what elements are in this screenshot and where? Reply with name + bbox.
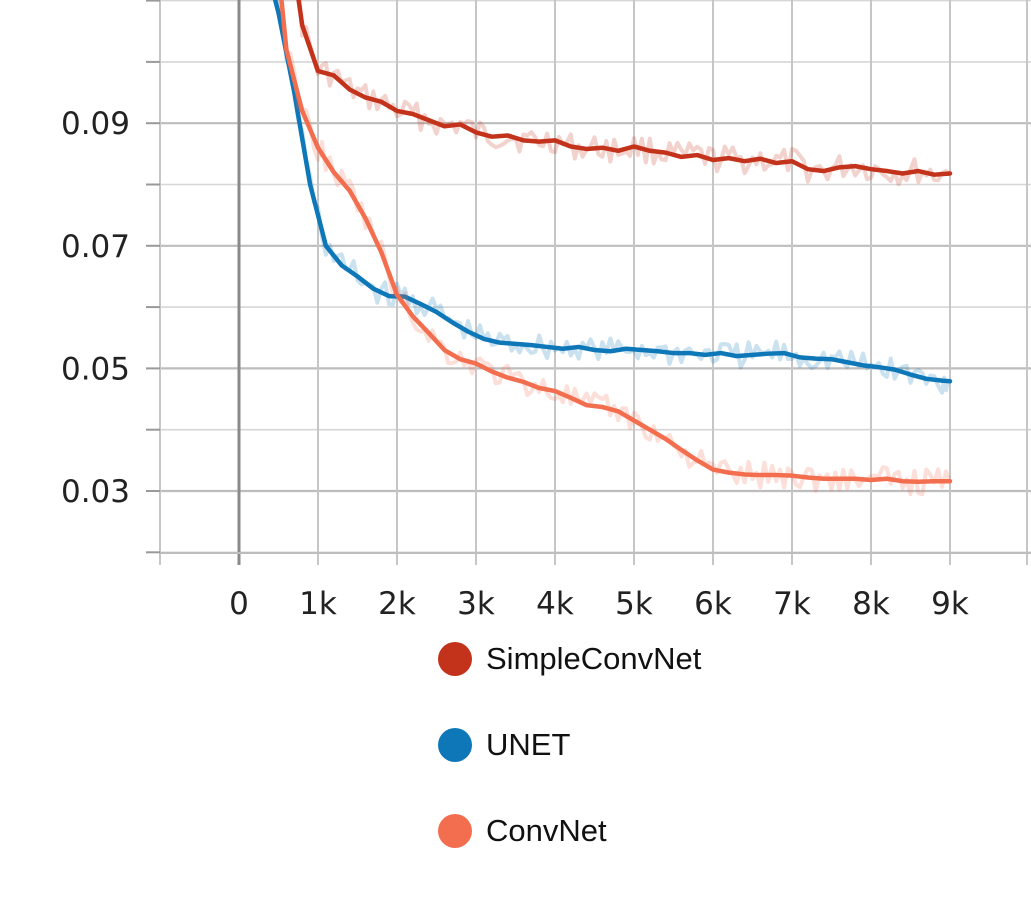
legend-swatch-convnet xyxy=(438,814,472,848)
x-tick-label: 7k xyxy=(773,586,811,622)
series-line-unet xyxy=(272,0,953,384)
x-tick-label: 5k xyxy=(615,586,653,622)
legend-swatch-simpleconvnet xyxy=(438,642,472,676)
line-chart: 0.03 0.05 0.07 0.09 0 1k 2k 3k 4k 5k 6k 7k 8k 9k xyxy=(61,0,1031,622)
legend: SimpleConvNet UNET ConvNet xyxy=(438,640,701,898)
legend-item-unet[interactable]: UNET xyxy=(438,726,701,764)
series-raw-simpleconvnet xyxy=(297,0,952,187)
legend-label-convnet: ConvNet xyxy=(486,813,607,848)
legend-item-simpleconvnet[interactable]: SimpleConvNet xyxy=(438,640,701,678)
x-tick-label: 3k xyxy=(457,586,495,622)
series-line-convnet xyxy=(279,0,953,485)
y-tick-label: 0.03 xyxy=(61,474,130,510)
legend-item-convnet[interactable]: ConvNet xyxy=(438,812,701,850)
y-tick-label: 0.09 xyxy=(61,106,130,142)
x-tick-label: 0 xyxy=(229,586,249,622)
legend-swatch-unet xyxy=(438,728,472,762)
x-tick-label: 8k xyxy=(852,586,890,622)
legend-label-simpleconvnet: SimpleConvNet xyxy=(486,641,702,676)
x-tick-label: 2k xyxy=(378,586,416,622)
series-line-simpleconvnet xyxy=(296,0,953,177)
y-tick-label: 0.07 xyxy=(61,229,130,265)
y-tick-label: 0.05 xyxy=(61,351,130,387)
x-tick-label: 9k xyxy=(931,586,969,622)
legend-label-unet: UNET xyxy=(486,727,571,762)
x-tick-label: 4k xyxy=(536,586,574,622)
series-raw-unet xyxy=(275,0,951,395)
x-tick-label: 1k xyxy=(299,586,337,622)
x-tick-label: 6k xyxy=(694,586,732,622)
